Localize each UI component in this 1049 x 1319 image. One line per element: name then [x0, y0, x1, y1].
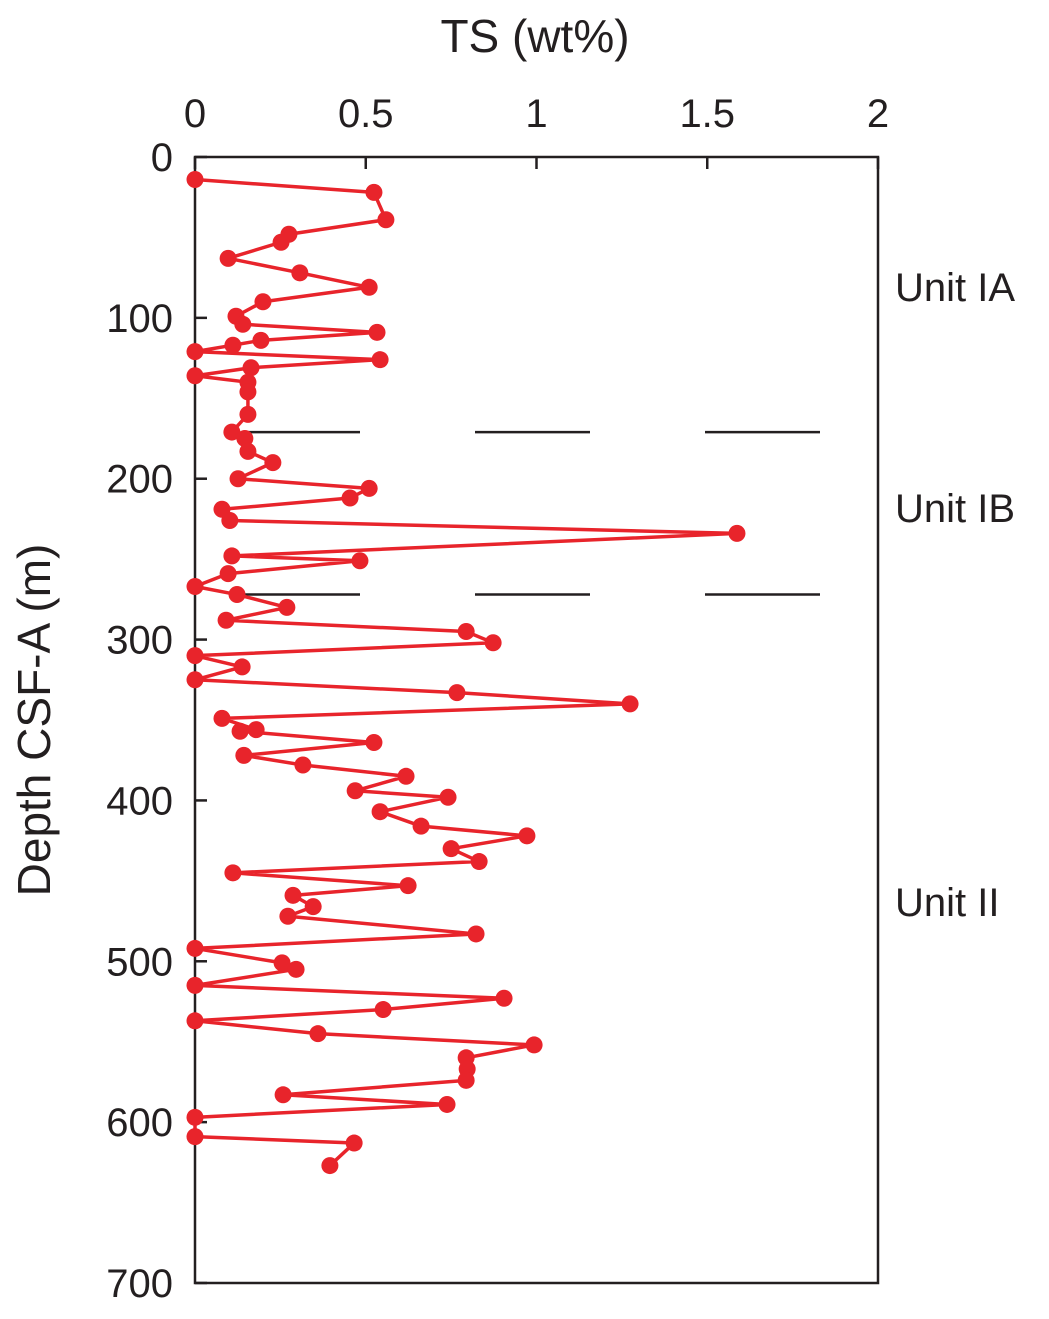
x-tick-label: 0.5	[338, 92, 394, 136]
y-tick-label: 200	[106, 458, 173, 502]
data-point	[186, 647, 204, 665]
data-point	[365, 734, 383, 752]
chart-title: TS (wt%)	[440, 10, 629, 62]
data-point	[399, 877, 417, 895]
data-point	[495, 989, 513, 1007]
y-axis-label: Depth CSF-A (m)	[8, 544, 60, 897]
data-point	[224, 864, 242, 882]
y-tick-label: 0	[151, 136, 173, 180]
data-line	[193, 177, 739, 1167]
data-point	[223, 423, 241, 441]
data-point	[442, 840, 460, 858]
data-point	[525, 1036, 543, 1054]
data-point	[186, 976, 204, 994]
data-point	[242, 359, 260, 377]
data-point	[272, 233, 290, 251]
data-point	[365, 183, 383, 201]
data-point	[345, 1134, 363, 1152]
data-point	[279, 907, 297, 925]
data-point	[467, 925, 485, 943]
data-point	[236, 430, 254, 447]
data-point	[457, 623, 475, 641]
data-point	[368, 323, 386, 341]
unit-label: Unit IB	[895, 487, 1015, 531]
data-point	[377, 211, 395, 229]
y-tick-label: 500	[106, 940, 173, 984]
data-point	[371, 803, 389, 821]
data-point	[186, 577, 204, 595]
data-point	[371, 351, 389, 369]
data-point	[304, 898, 322, 916]
y-tick-label: 300	[106, 619, 173, 663]
data-point	[351, 552, 369, 570]
data-point	[321, 1157, 339, 1175]
data-point	[273, 954, 291, 972]
data-point	[186, 1128, 204, 1146]
data-point	[397, 767, 415, 785]
data-point	[217, 611, 235, 629]
x-tick-label: 2	[867, 92, 889, 136]
data-point	[239, 383, 257, 401]
data-point	[360, 278, 378, 296]
y-tick-label: 100	[106, 297, 173, 341]
data-point	[254, 293, 272, 311]
data-point	[223, 547, 241, 565]
data-point	[309, 1025, 327, 1043]
data-point	[231, 722, 249, 740]
x-tick-label: 1.5	[679, 92, 735, 136]
data-point	[228, 586, 246, 604]
data-point	[448, 684, 466, 702]
data-point	[186, 171, 204, 189]
data-point	[233, 658, 251, 676]
data-point	[186, 1012, 204, 1030]
data-point	[252, 331, 270, 349]
data-point	[360, 479, 378, 497]
data-point	[294, 756, 312, 774]
data-point	[621, 695, 639, 713]
data-point	[484, 634, 502, 652]
y-tick-label: 700	[106, 1262, 173, 1306]
data-point	[341, 489, 359, 507]
data-point	[219, 249, 237, 267]
x-tick-label: 1	[525, 92, 547, 136]
data-point	[412, 817, 430, 835]
data-point	[186, 1108, 204, 1126]
data-point	[186, 343, 204, 361]
data-point	[346, 782, 364, 800]
data-point	[213, 709, 231, 727]
data-point	[438, 1095, 456, 1113]
data-point	[186, 671, 204, 689]
x-tick-label: 0	[184, 92, 206, 136]
data-point	[457, 1071, 475, 1089]
unit-label: Unit II	[895, 881, 999, 925]
data-point	[274, 1086, 292, 1104]
data-point	[470, 853, 488, 871]
data-point	[239, 405, 257, 423]
data-point	[224, 336, 242, 354]
data-point	[284, 886, 302, 904]
data-point	[186, 367, 204, 385]
data-point	[221, 512, 239, 530]
unit-label: Unit IA	[895, 266, 1015, 310]
data-point	[247, 721, 265, 739]
data-point	[239, 442, 257, 460]
data-point	[229, 470, 247, 488]
data-point	[186, 939, 204, 957]
data-point	[264, 454, 282, 472]
data-point	[439, 788, 457, 806]
data-point	[728, 524, 746, 542]
y-tick-label: 400	[106, 779, 173, 823]
data-point	[278, 598, 296, 616]
y-tick-label: 600	[106, 1101, 173, 1145]
data-point	[219, 565, 237, 583]
data-point	[374, 1001, 392, 1019]
data-point	[234, 315, 252, 333]
data-point	[518, 827, 536, 845]
data-point	[235, 746, 253, 764]
data-point	[287, 960, 305, 978]
data-point	[291, 264, 309, 282]
